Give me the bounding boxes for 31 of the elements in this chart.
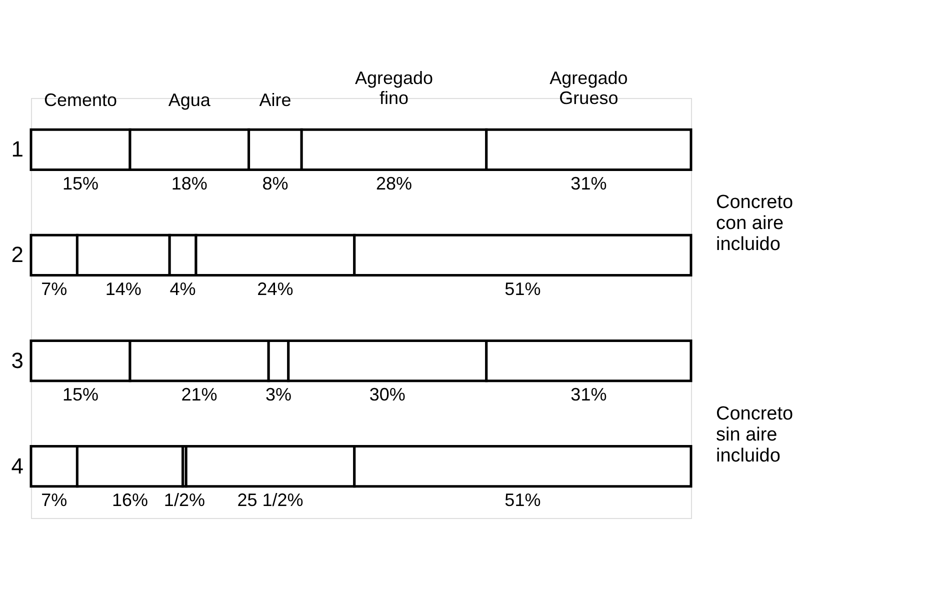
data-label: 21% [181, 384, 218, 404]
data-label: 14% [105, 278, 142, 299]
data-label: 51% [504, 490, 541, 510]
y-tick-label: 3 [11, 348, 24, 373]
text: Concreto con aire incluido [716, 192, 794, 256]
data-label: 51% [504, 278, 541, 299]
text: Concreto sin aire incluido [716, 403, 794, 466]
data-label: 7% [41, 278, 68, 299]
series-label: Agregado fino [354, 68, 434, 108]
data-label: 4% [170, 278, 196, 299]
data-label: 24% [257, 278, 294, 299]
data-label: 28% [376, 173, 412, 194]
data-label: 8% [262, 173, 288, 194]
data-label: 25 1/2% [237, 490, 304, 510]
y-tick-label: 1 [11, 136, 24, 162]
data-label: 30% [369, 384, 406, 404]
data-label: 16% [112, 490, 148, 510]
series-label: Agregado Grueso [550, 68, 628, 108]
y-tick-label: 2 [11, 242, 24, 268]
data-label: 1/2% [164, 490, 205, 510]
data-label: 31% [570, 384, 607, 404]
series-label: Aire [259, 90, 292, 110]
data-label: 7% [41, 490, 68, 510]
data-label: 15% [62, 384, 99, 404]
data-label: 3% [265, 384, 292, 404]
y-tick-label: 4 [11, 453, 24, 478]
series-label: Agua [168, 90, 212, 110]
data-label: 31% [570, 173, 607, 194]
series-label: Cemento [44, 90, 118, 110]
data-label: 15% [62, 173, 99, 194]
data-label: 18% [171, 173, 208, 194]
